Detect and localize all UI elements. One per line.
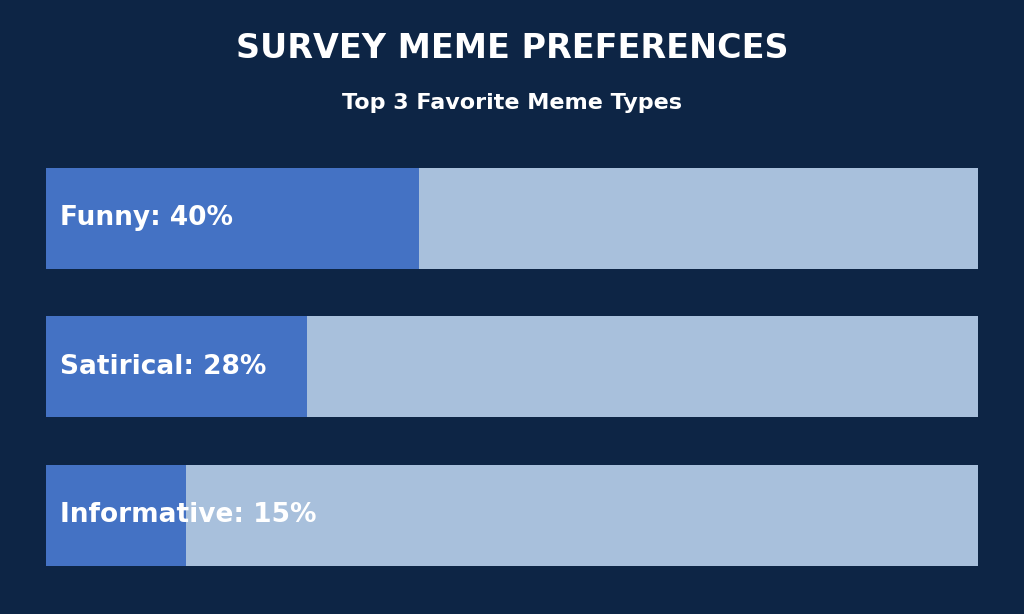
Text: Funny: 40%: Funny: 40% bbox=[60, 206, 233, 231]
Text: SURVEY MEME PREFERENCES: SURVEY MEME PREFERENCES bbox=[236, 33, 788, 65]
FancyBboxPatch shape bbox=[46, 465, 978, 565]
FancyBboxPatch shape bbox=[46, 465, 186, 565]
FancyBboxPatch shape bbox=[46, 168, 978, 269]
FancyBboxPatch shape bbox=[46, 316, 978, 418]
FancyBboxPatch shape bbox=[46, 316, 307, 418]
Text: Top 3 Favorite Meme Types: Top 3 Favorite Meme Types bbox=[342, 93, 682, 113]
Text: Satirical: 28%: Satirical: 28% bbox=[60, 354, 266, 380]
Text: Informative: 15%: Informative: 15% bbox=[60, 502, 316, 528]
FancyBboxPatch shape bbox=[46, 168, 419, 269]
